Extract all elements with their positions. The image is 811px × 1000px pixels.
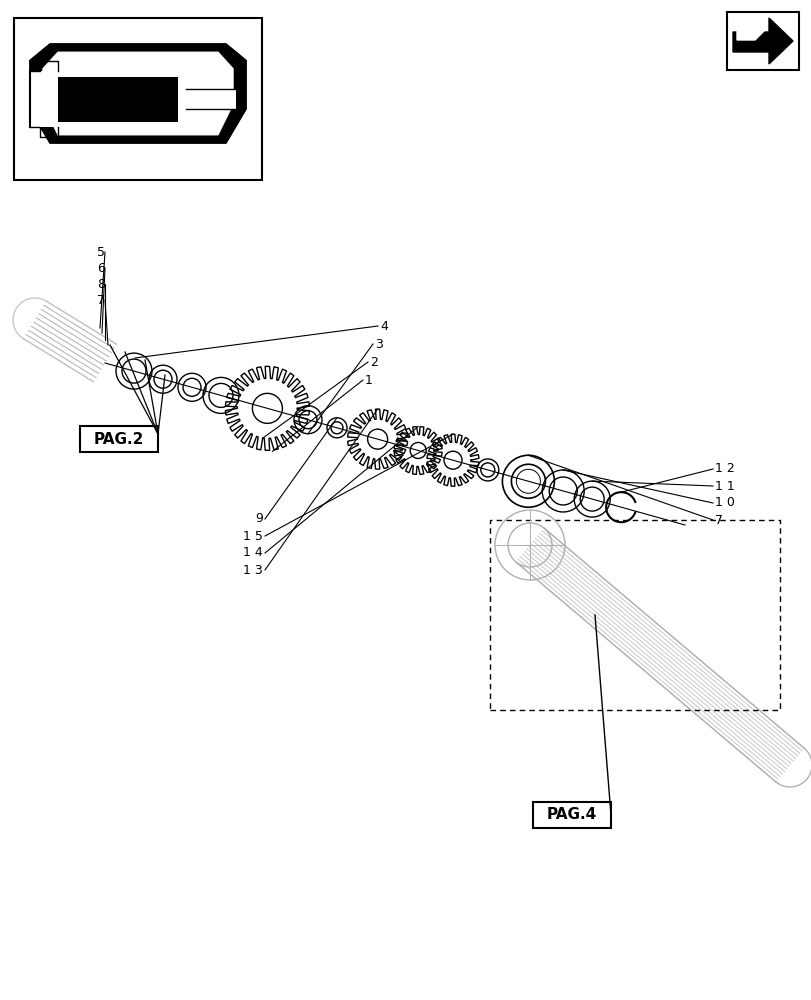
Polygon shape [30, 44, 246, 143]
Text: 1 1: 1 1 [714, 480, 734, 492]
Text: 1 5: 1 5 [242, 530, 263, 542]
Bar [58, 77, 178, 122]
Polygon shape [736, 20, 764, 40]
Bar [14, 18, 262, 180]
Bar [186, 89, 236, 109]
Text: 7: 7 [97, 294, 105, 306]
Text: 3: 3 [375, 338, 383, 351]
Bar [726, 12, 798, 70]
Text: 7: 7 [714, 514, 722, 526]
Text: 6: 6 [97, 261, 105, 274]
Text: PAG.2: PAG.2 [94, 432, 144, 446]
Bar [80, 426, 158, 452]
Text: 5: 5 [97, 245, 105, 258]
Text: 1 2: 1 2 [714, 462, 734, 476]
Text: 4: 4 [380, 320, 388, 332]
Text: 1: 1 [365, 373, 372, 386]
Text: 2: 2 [370, 356, 377, 368]
Text: PAG.4: PAG.4 [546, 807, 596, 822]
Text: 1 3: 1 3 [243, 564, 263, 576]
Text: 1 4: 1 4 [243, 546, 263, 560]
Polygon shape [43, 52, 233, 135]
Bar [489, 520, 779, 710]
Text: 1 0: 1 0 [714, 496, 734, 510]
Bar [532, 802, 610, 828]
Polygon shape [732, 18, 792, 64]
Text: 9: 9 [255, 512, 263, 526]
Bar [30, 71, 58, 127]
Text: 8: 8 [97, 277, 105, 290]
